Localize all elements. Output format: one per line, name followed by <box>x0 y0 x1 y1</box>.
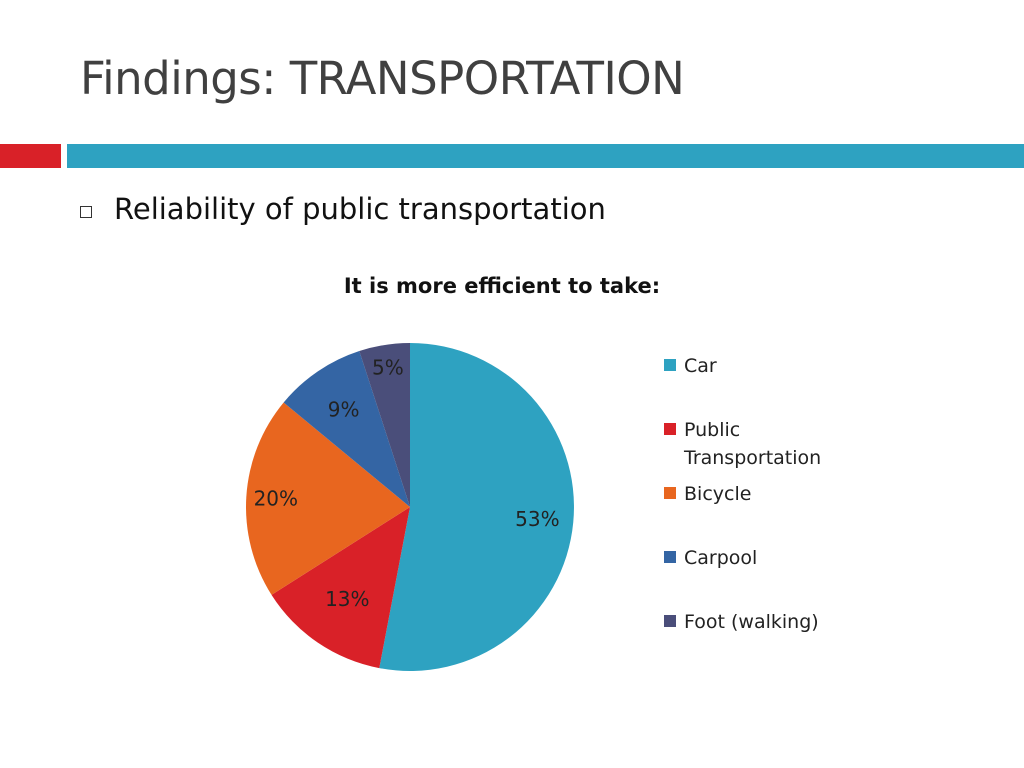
legend-label-bicycle: Bicycle <box>684 483 751 505</box>
accent-bar-red <box>0 144 61 168</box>
legend-swatch-bicycle <box>664 487 676 499</box>
legend-label-public-transportation: Public <box>684 419 740 441</box>
legend-item-bicycle: Bicycle <box>664 483 751 505</box>
accent-bar-blue <box>67 144 1024 168</box>
legend-label-car: Car <box>684 355 717 377</box>
bullet-text: Reliability of public transportation <box>114 192 606 226</box>
pie-slice-car <box>379 343 574 671</box>
pie-slice-carpool <box>283 351 410 507</box>
slide-title: Findings: TRANSPORTATION <box>80 52 685 105</box>
legend-label-public-transportation: Transportation <box>683 447 821 469</box>
pie-slice-foot-walking <box>359 343 410 507</box>
bullet-item: Reliability of public transportation <box>80 192 606 226</box>
legend-label-carpool: Carpool <box>684 547 757 569</box>
pie-slice-public-transportation <box>271 507 410 669</box>
bullet-square-icon <box>80 206 92 218</box>
legend-item-public-transportation: Public Transportation <box>664 419 821 469</box>
legend-swatch-carpool <box>664 551 676 563</box>
legend-swatch-public-transportation <box>664 423 676 435</box>
legend-item-foot-walking: Foot (walking) <box>664 611 819 633</box>
chart-legend: Car Public Transportation Bicycle Carpool Foo… <box>664 355 821 633</box>
data-label-carpool: 9% <box>328 397 360 421</box>
legend-label-foot-walking: Foot (walking) <box>684 611 819 633</box>
legend-item-car: Car <box>664 355 717 377</box>
pie-slices <box>245 343 574 671</box>
legend-swatch-car <box>664 359 676 371</box>
data-label-car: 53% <box>515 507 559 531</box>
chart-title: It is more efficient to take: <box>344 274 660 298</box>
legend-swatch-foot-walking <box>664 615 676 627</box>
data-label-public-transportation: 13% <box>325 587 369 611</box>
data-label-bicycle: 20% <box>254 487 298 511</box>
pie-slice-bicycle <box>245 402 410 595</box>
legend-item-carpool: Carpool <box>664 547 757 569</box>
data-label-foot-walking: 5% <box>372 356 404 380</box>
pie-data-labels: 53% 13% 20% 9% 5% <box>254 356 560 612</box>
